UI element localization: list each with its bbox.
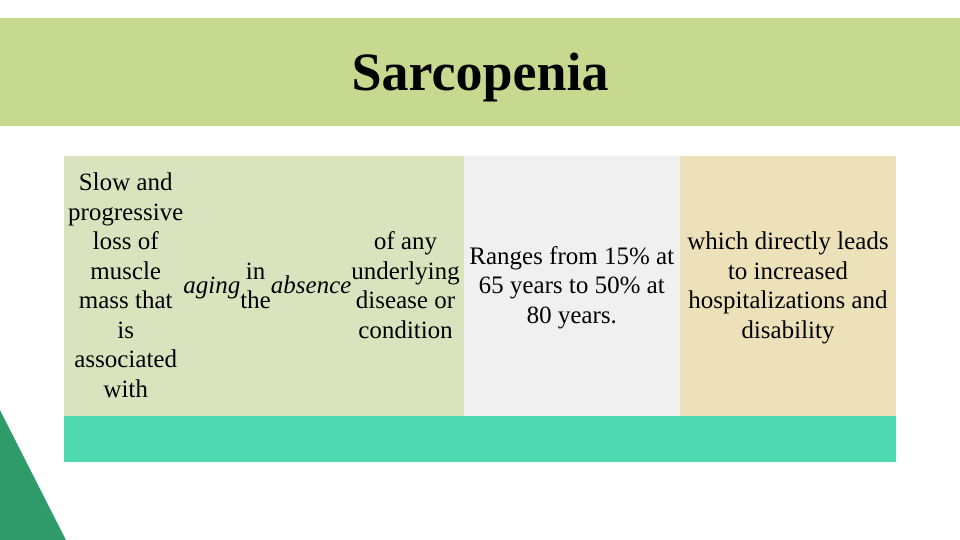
slide: Sarcopenia Slow and progressive loss of …: [0, 0, 960, 540]
column-3: which directly leads to increased hospit…: [680, 156, 896, 416]
title-band: Sarcopenia: [0, 18, 960, 126]
corner-accent-triangle: [0, 410, 66, 540]
bottom-accent-bar: [64, 416, 896, 462]
column-1: Slow and progressive loss of muscle mass…: [64, 156, 464, 416]
slide-title: Sarcopenia: [351, 41, 608, 103]
column-2: Ranges from 15% at 65 years to 50% at 80…: [464, 156, 680, 416]
columns-row: Slow and progressive loss of muscle mass…: [64, 156, 896, 416]
